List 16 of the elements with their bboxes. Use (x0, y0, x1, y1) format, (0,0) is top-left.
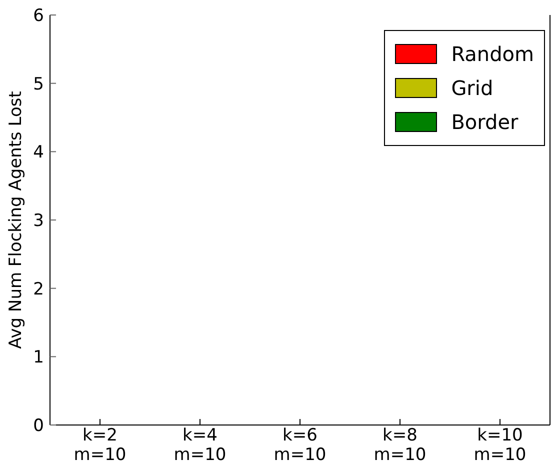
x-tick-label: k=2 m=10 (74, 425, 126, 465)
legend-label: Random (451, 42, 534, 66)
x-tick-label: k=6 m=10 (274, 425, 326, 465)
y-axis-title: Avg Num Flocking Agents Lost (6, 90, 26, 349)
y-tick-label: 4 (33, 142, 44, 163)
y-tick-label: 2 (33, 279, 44, 300)
y-tick-label: 6 (33, 6, 44, 26)
y-tick-label: 1 (33, 348, 44, 368)
legend-label: Border (451, 110, 518, 134)
y-tick-label: 3 (33, 211, 44, 232)
y-tick-label: 5 (33, 74, 44, 94)
x-tick-label: k=4 m=10 (174, 425, 226, 465)
legend-label: Grid (451, 76, 494, 100)
x-tick-label: k=8 m=10 (374, 425, 426, 465)
x-tick-label: k=10 m=10 (474, 425, 526, 465)
y-tick-label: 0 (33, 416, 44, 436)
